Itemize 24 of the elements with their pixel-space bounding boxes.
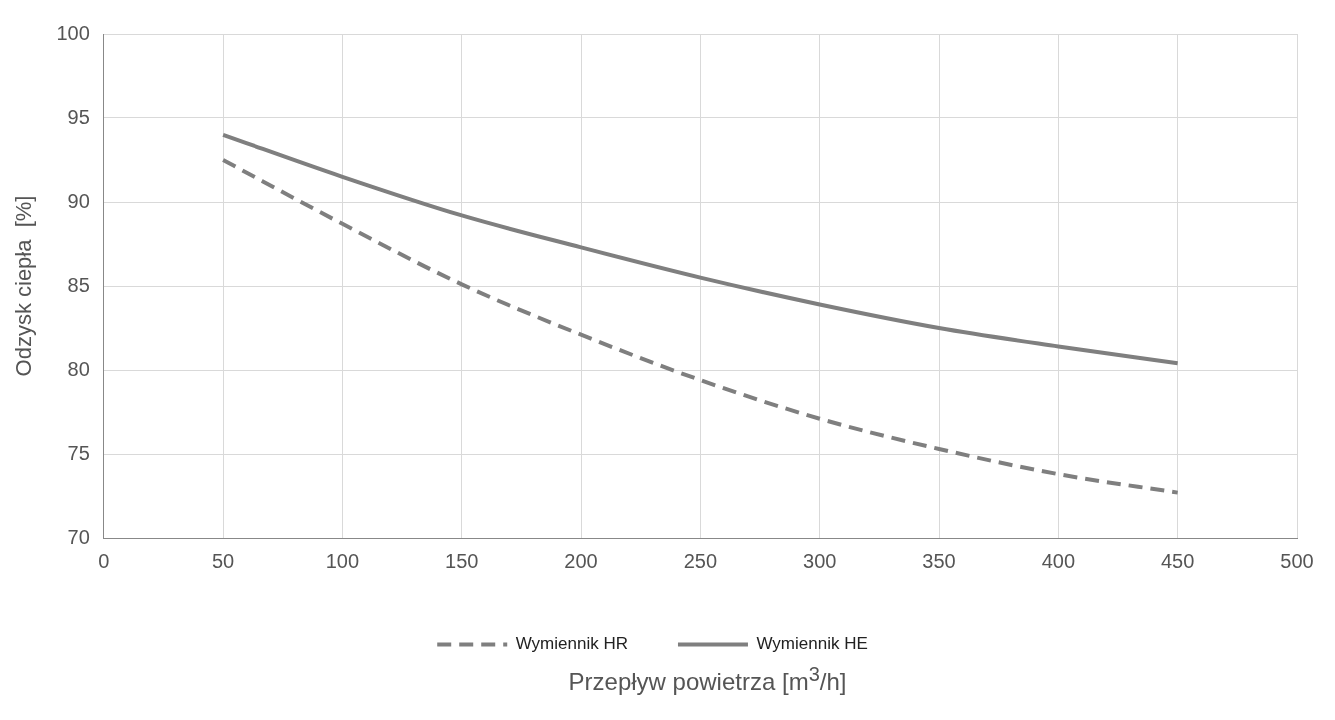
x-tick-label: 200 <box>564 549 598 572</box>
line-series <box>221 132 1180 366</box>
legend-label: Wymiennik HR <box>515 634 628 654</box>
y-tick-label: 95 <box>67 105 90 128</box>
x-tick-label: 0 <box>98 549 110 572</box>
x-tick-label: 100 <box>325 549 360 572</box>
y-axis-title: Odzysk ciepła [%] <box>11 195 37 377</box>
y-tick-label: 75 <box>67 441 90 464</box>
y-tick-label: 85 <box>67 273 90 296</box>
x-tick-label: 500 <box>1280 549 1314 572</box>
x-tick-label: 400 <box>1041 549 1076 572</box>
x-tick-label: 350 <box>922 549 956 572</box>
x-tick-label: 300 <box>803 549 837 572</box>
x-tick-label: 250 <box>683 549 718 572</box>
legend-label: Wymiennik HE <box>756 634 868 654</box>
x-tick-label: 150 <box>445 549 479 572</box>
x-tick-label: 450 <box>1160 549 1195 572</box>
y-tick-label: 100 <box>56 21 90 44</box>
line-series <box>221 158 1180 495</box>
x-axis-title: Przepływ powietrza [m$^{3}$/h] <box>567 663 848 696</box>
x-tick-label: 50 <box>211 549 235 572</box>
y-tick-label: 80 <box>67 357 90 380</box>
y-tick-label: 90 <box>67 189 90 212</box>
y-tick-label: 70 <box>67 525 90 548</box>
